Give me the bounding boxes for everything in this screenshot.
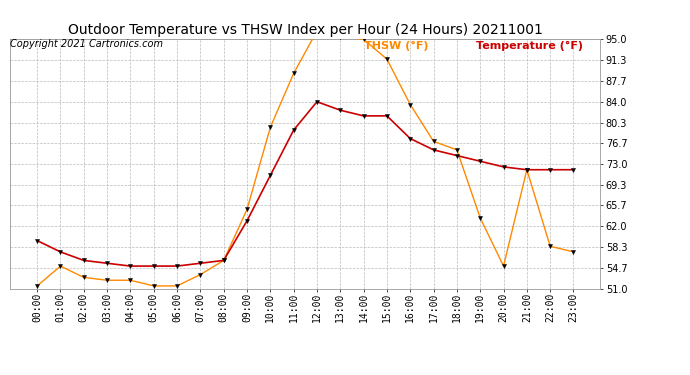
Title: Outdoor Temperature vs THSW Index per Hour (24 Hours) 20211001: Outdoor Temperature vs THSW Index per Ho… — [68, 23, 543, 37]
Text: Temperature (°F): Temperature (°F) — [476, 41, 584, 51]
Text: Copyright 2021 Cartronics.com: Copyright 2021 Cartronics.com — [10, 39, 164, 50]
Text: THSW (°F): THSW (°F) — [364, 41, 428, 51]
